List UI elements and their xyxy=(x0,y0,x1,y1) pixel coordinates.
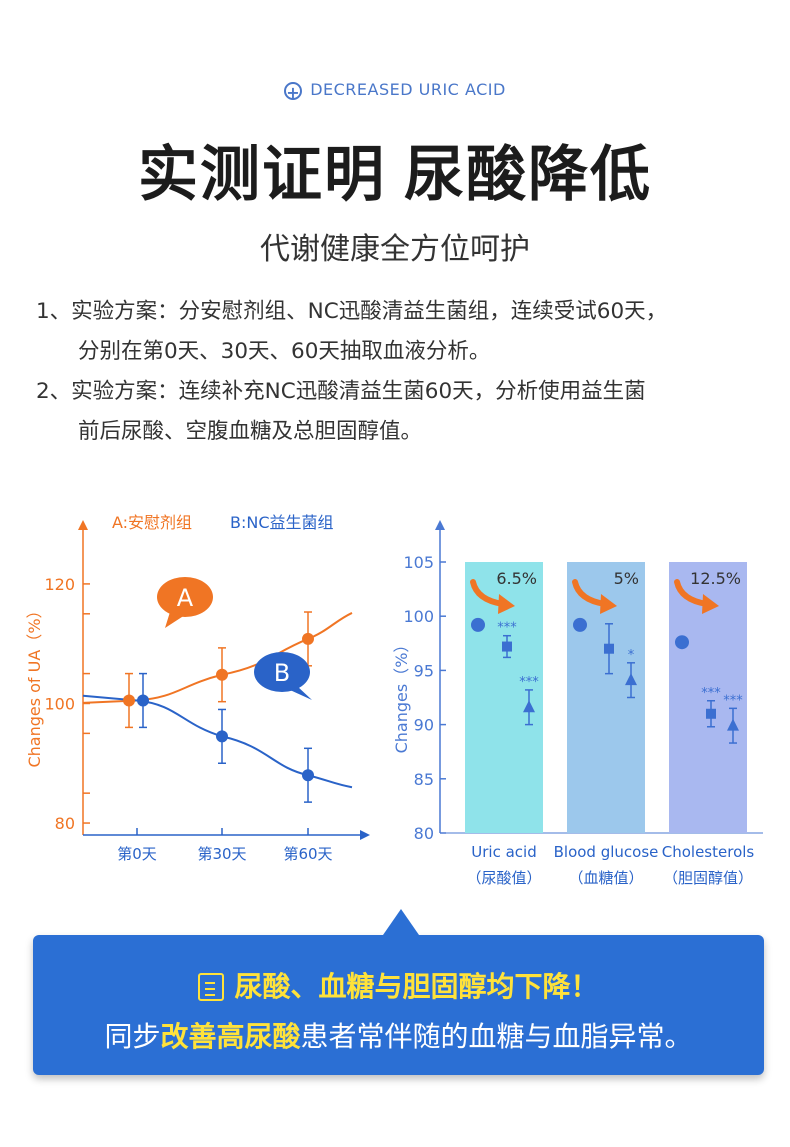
series-0-point-0 xyxy=(123,694,135,707)
callout-line2-post: 患者常伴随的血糖与血脂异常。 xyxy=(300,1020,693,1053)
group-2-arrow-head xyxy=(702,594,719,614)
series-1-point-2 xyxy=(302,769,314,782)
section-tag: + DECREASED URIC ACID xyxy=(0,80,790,101)
group-0-p0-square xyxy=(502,641,512,652)
legend-b: B:NC益生菌组 xyxy=(230,513,334,532)
y-tick-label-1: 85 xyxy=(414,770,434,789)
x-tick-label-1: 第30天 xyxy=(197,845,246,863)
x-tick-label-0: 第0天 xyxy=(117,845,157,863)
group-2-p1-sig: *** xyxy=(723,693,743,708)
note-1-line2: 分别在第0天、30天、60天抽取血液分析。 xyxy=(78,339,491,364)
group-1-p1-sig: * xyxy=(628,648,635,663)
y-tick-label-2: 120 xyxy=(44,575,75,594)
group-0-pct: 6.5% xyxy=(496,569,537,588)
y-axis-arrow xyxy=(435,520,445,530)
section-tag-text: DECREASED URIC ACID xyxy=(310,80,506,99)
group-2-p0-square xyxy=(706,708,716,719)
experiment-notes: 1、实验方案：分安慰剂组、NC迅酸清益生菌组，连续受试60天， 分别在第0天、3… xyxy=(36,292,766,452)
note-2-line1: 2、实验方案：连续补充NC迅酸清益生菌60天，分析使用益生菌 xyxy=(36,379,646,404)
note-2-line2: 前后尿酸、空腹血糖及总胆固醇值。 xyxy=(78,419,423,444)
y-axis-label: Changes（%） xyxy=(392,637,411,754)
group-0-label: Uric acid xyxy=(471,843,536,861)
group-0-before-point xyxy=(471,617,485,632)
callout-pointer xyxy=(383,909,419,935)
note-1-line1: 1、实验方案：分安慰剂组、NC迅酸清益生菌组，连续受试60天， xyxy=(36,299,668,324)
callout-line1: 尿酸、血糖与胆固醇均下降！ xyxy=(33,965,764,1005)
x-tick-label-2: 第60天 xyxy=(283,845,332,863)
group-2-label: Cholesterols xyxy=(662,843,755,861)
subtitle: 代谢健康全方位呵护 xyxy=(260,232,530,267)
group-0-p1-sig: *** xyxy=(519,675,539,690)
group-1-pct: 5% xyxy=(614,569,639,588)
y-tick-label-0: 80 xyxy=(55,814,75,833)
group-2-before-point xyxy=(675,635,689,650)
badge-a-tail xyxy=(165,612,185,628)
group-1-before-point xyxy=(573,617,587,632)
group-2-label-cn: （胆固醇值） xyxy=(663,869,753,887)
y-tick-label-0: 80 xyxy=(414,824,434,843)
group-1-p1-triangle xyxy=(625,673,637,686)
group-0-p1-triangle xyxy=(523,700,535,713)
plus-circle-icon: + xyxy=(284,82,303,101)
y-tick-label-1: 100 xyxy=(44,694,75,713)
memo-icon xyxy=(198,973,225,1001)
group-1-p0-square xyxy=(604,643,614,654)
series-a-line xyxy=(82,612,353,704)
group-1-label: Blood glucose xyxy=(554,843,659,861)
group-0-label-cn: （尿酸值） xyxy=(466,869,541,887)
page-title: 实测证明 尿酸降低 xyxy=(0,126,790,217)
badge-b-bubble xyxy=(254,652,310,692)
callout-line1-text: 尿酸、血糖与胆固醇均下降！ xyxy=(234,970,599,1003)
x-axis-arrow xyxy=(360,830,370,840)
group-2-pct: 12.5% xyxy=(690,569,741,588)
series-0-point-1 xyxy=(216,668,228,681)
callout-line2-pre: 同步 xyxy=(104,1020,161,1053)
series-0-point-2 xyxy=(302,632,314,645)
y-axis-label: Changes of UA（%） xyxy=(25,602,44,767)
badge-b-letter: B xyxy=(274,659,290,687)
group-2-p1-triangle xyxy=(727,718,739,731)
badge-a-bubble xyxy=(157,577,213,617)
group-0-arrow-head xyxy=(498,594,515,614)
group-1-label-cn: （血糖值） xyxy=(568,869,643,887)
badge-b-tail xyxy=(290,686,312,700)
series-1-point-1 xyxy=(216,730,228,743)
group-0-p0-sig: *** xyxy=(497,621,517,636)
y-tick-label-2: 90 xyxy=(414,716,434,735)
group-1-arrow-head xyxy=(600,594,617,614)
group-2-p0-sig: *** xyxy=(701,686,721,701)
title-part2-highlight: 尿酸降低 xyxy=(398,126,658,217)
legend-a: A:安慰剂组 xyxy=(112,513,192,532)
series-1-point-0 xyxy=(137,694,149,707)
callout-line2: 同步改善高尿酸患者常伴随的血糖与血脂异常。 xyxy=(33,1015,764,1055)
y-tick-label-4: 100 xyxy=(403,607,434,626)
callout-line2-highlight: 改善高尿酸 xyxy=(160,1020,301,1053)
y-tick-label-3: 95 xyxy=(414,661,434,680)
badge-a-letter: A xyxy=(177,584,194,612)
summary-callout: 尿酸、血糖与胆固醇均下降！ 同步改善高尿酸患者常伴随的血糖与血脂异常。 xyxy=(33,909,764,1075)
y-tick-label-5: 105 xyxy=(403,553,434,572)
title-part1: 实测证明 xyxy=(138,140,386,210)
series-b-line xyxy=(82,694,353,789)
y-axis-arrow xyxy=(78,520,88,530)
